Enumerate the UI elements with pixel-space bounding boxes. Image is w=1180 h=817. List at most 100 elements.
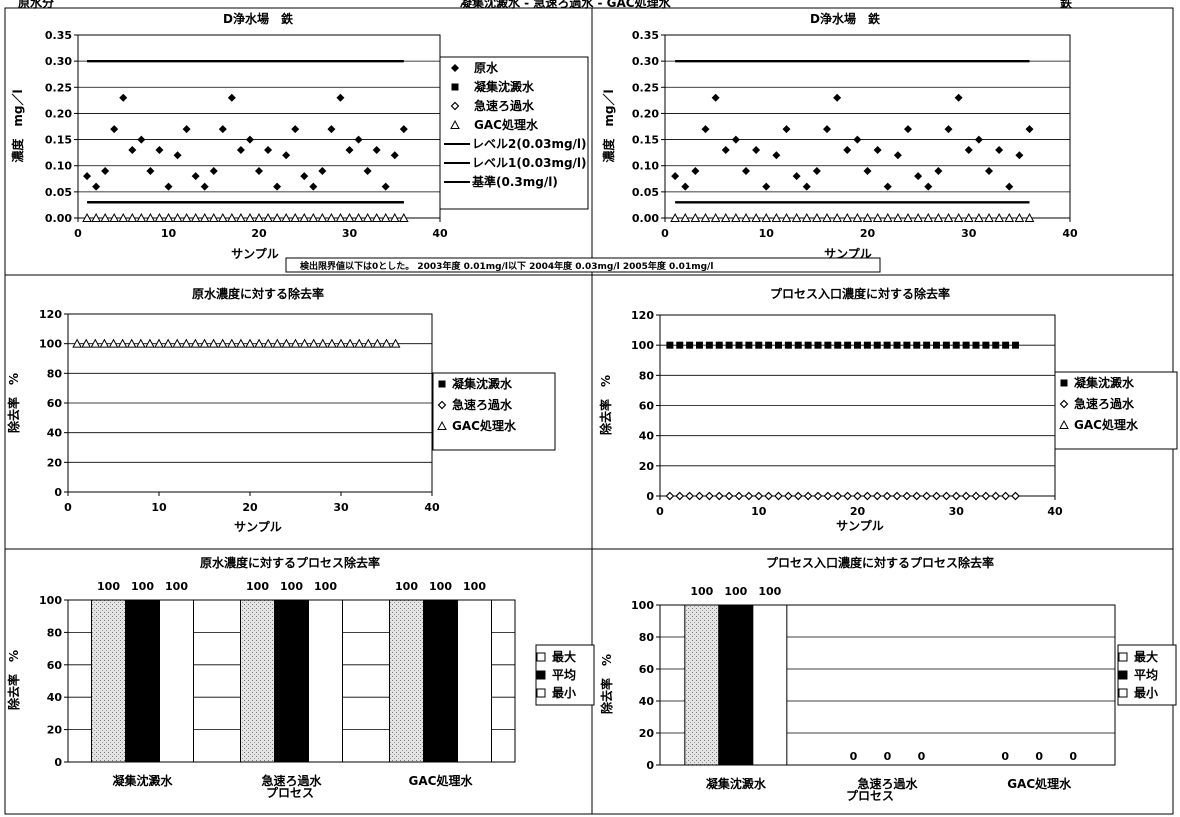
data-point: [327, 338, 337, 348]
bar: [684, 604, 720, 766]
data-point: [953, 212, 964, 222]
data-point: [263, 212, 273, 222]
header-center: 凝集沈澱水 - 急速ろ過水 - GAC処理水: [460, 0, 671, 10]
data-point: [380, 212, 391, 222]
legend-marker: [1060, 379, 1068, 387]
y-tick-label: 0.30: [632, 55, 659, 68]
data-point: [254, 338, 264, 348]
data-point: [308, 338, 319, 348]
data-point: [691, 166, 700, 175]
x-tick-label: 40: [424, 501, 440, 514]
data-point: [372, 146, 381, 155]
y-tick-label: 40: [47, 427, 63, 440]
data-point: [834, 341, 842, 349]
data-point: [863, 341, 871, 349]
data-point: [933, 212, 944, 222]
data-point: [943, 212, 954, 222]
data-point: [675, 491, 685, 501]
data-point: [299, 212, 310, 222]
data-point: [932, 491, 941, 501]
data-point: [344, 212, 355, 222]
data-point: [335, 212, 346, 222]
y-tick-label: 0.15: [45, 134, 72, 147]
chart-rem-right: 0 20 40 60 80 100 120 0 10 20 30 40 プロセス入口濃度に対する除去率サ…: [598, 286, 1178, 533]
data-point: [1014, 212, 1025, 222]
data-point: [923, 212, 934, 222]
data-point: [793, 491, 803, 501]
data-point: [362, 212, 373, 222]
x-tick-label: 20: [860, 227, 876, 240]
data-point: [784, 341, 792, 349]
y-tick-label: 100: [39, 338, 62, 351]
data-point: [272, 338, 283, 348]
legend-swatch: [536, 670, 546, 680]
legend-box: [432, 372, 556, 451]
y-axis-label: 濃度 mg／l: [601, 89, 616, 162]
y-tick-label: 20: [639, 460, 655, 473]
data-point: [200, 182, 209, 191]
x-tick-label: 10: [151, 501, 167, 514]
data-point: [281, 338, 292, 348]
data-point: [399, 125, 408, 134]
data-point: [690, 212, 701, 222]
data-point: [226, 338, 237, 348]
data-point: [741, 212, 751, 222]
data-point: [227, 212, 237, 222]
chart-bar-left: 0 20 40 60 80 100 100 100 100 凝集沈澱水 100 100 100 急速ろ過水…: [6, 555, 595, 800]
data-point: [902, 491, 912, 501]
legend-marker: [450, 119, 460, 129]
data-point: [1001, 491, 1010, 501]
y-tick-label: 80: [47, 367, 63, 380]
data-point: [952, 341, 960, 349]
data-point: [154, 212, 165, 222]
y-tick-label: 0.00: [45, 212, 72, 225]
data-label: 0: [1035, 750, 1043, 763]
data-point: [812, 212, 822, 222]
data-point: [705, 491, 714, 501]
data-point: [290, 338, 301, 348]
plot-area: [664, 34, 1071, 219]
y-axis-label: 濃度 mg／l: [10, 89, 25, 162]
data-point: [942, 491, 951, 501]
data-point: [163, 212, 174, 222]
data-point: [353, 212, 364, 222]
data-point: [101, 166, 110, 175]
y-axis-label: 除去率 %: [6, 373, 21, 433]
y-tick-label: 0.20: [45, 107, 72, 120]
data-point: [91, 212, 101, 222]
y-tick-label: 60: [639, 400, 655, 413]
x-tick-label: 40: [432, 227, 448, 240]
y-tick-label: 100: [631, 339, 654, 352]
note-box: [285, 257, 881, 273]
data-point: [882, 491, 892, 501]
data-point: [155, 146, 164, 155]
data-point: [190, 212, 201, 222]
y-tick-label: 20: [47, 724, 63, 737]
data-label: 0: [1001, 750, 1009, 763]
y-axis-label: 除去率 %: [6, 650, 21, 710]
data-point: [744, 491, 754, 501]
legend-box: [1117, 644, 1177, 706]
data-point: [109, 212, 120, 222]
data-point: [190, 338, 201, 348]
x-tick-label: 30: [333, 501, 349, 514]
legend-label: 最大: [1134, 649, 1158, 664]
data-point: [922, 491, 931, 501]
data-point: [263, 338, 274, 348]
header-left: 原水分: [18, 0, 55, 10]
data-point: [863, 491, 872, 501]
data-point: [381, 182, 390, 191]
y-tick-label: 20: [47, 456, 63, 469]
data-point: [245, 338, 255, 348]
data-point: [676, 341, 684, 349]
data-point: [742, 166, 750, 175]
data-point: [72, 338, 82, 348]
data-point: [934, 166, 943, 175]
data-point: [775, 341, 782, 349]
data-point: [363, 338, 374, 348]
y-tick-label: 0: [646, 759, 654, 772]
x-tick-label: 30: [961, 227, 977, 240]
